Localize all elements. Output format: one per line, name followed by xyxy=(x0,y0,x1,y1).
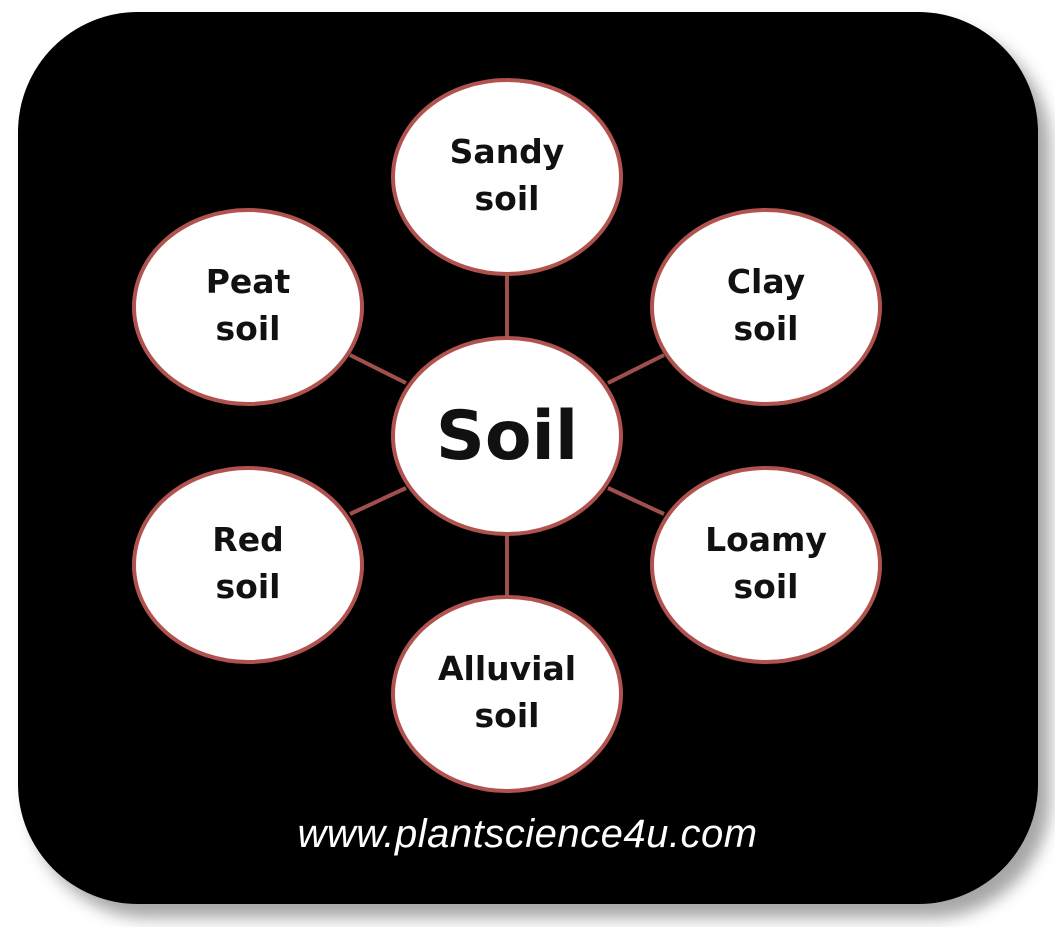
center-label: Soil xyxy=(436,397,578,476)
node-soil-center: Soil xyxy=(391,336,623,536)
website-url: www.plantscience4u.com xyxy=(297,812,758,856)
node-label-line2: soil xyxy=(734,309,799,348)
node-label-line1: Loamy xyxy=(705,520,827,559)
node-label-line1: Red xyxy=(212,520,283,559)
node-alluvial-soil: Alluvial soil xyxy=(391,595,623,793)
node-label-line2: soil xyxy=(734,567,799,606)
node-label-line2: soil xyxy=(475,179,540,218)
node-label-line1: Peat xyxy=(206,262,291,301)
node-loamy-soil: Loamy soil xyxy=(650,466,882,664)
connector-loamy xyxy=(607,486,665,516)
node-label-line2: soil xyxy=(216,567,281,606)
node-label-line1: Sandy xyxy=(450,132,565,171)
node-label-line1: Alluvial xyxy=(438,649,576,688)
node-label-line2: soil xyxy=(475,696,540,735)
node-red-soil: Red soil xyxy=(132,466,364,664)
node-sandy-soil: Sandy soil xyxy=(391,78,623,276)
node-clay-soil: Clay soil xyxy=(650,208,882,406)
connector-red xyxy=(349,486,407,516)
node-label-line1: Clay xyxy=(727,262,805,301)
connector-clay xyxy=(607,353,665,385)
connector-peat xyxy=(349,353,407,385)
node-label-line2: soil xyxy=(216,309,281,348)
node-peat-soil: Peat soil xyxy=(132,208,364,406)
